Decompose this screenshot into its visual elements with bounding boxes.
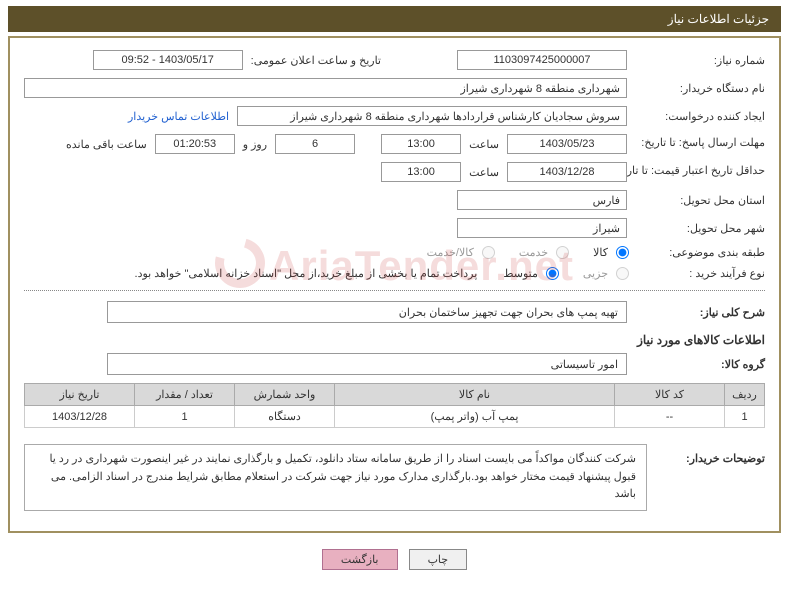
group-value: امور تاسیساتی — [107, 353, 627, 375]
validity-time: 13:00 — [381, 162, 461, 182]
radio-goods-label: کالا — [593, 246, 608, 259]
province-label: استان محل تحویل: — [635, 194, 765, 207]
payment-note: پرداخت تمام یا بخشی از مبلغ خرید،از محل … — [135, 267, 478, 280]
need-no-label: شماره نیاز: — [635, 54, 765, 67]
print-button[interactable]: چاپ — [409, 549, 468, 570]
th-unit: واحد شمارش — [235, 384, 335, 406]
remaining-label: ساعت باقی مانده — [66, 138, 147, 151]
radio-medium[interactable] — [546, 267, 559, 280]
table-header-row: ردیف کد کالا نام کالا واحد شمارش تعداد /… — [25, 384, 765, 406]
radio-service-label: خدمت — [519, 246, 548, 259]
th-row: ردیف — [725, 384, 765, 406]
cell-name: پمپ آب (واتر پمپ) — [335, 406, 615, 428]
creator-label: ایجاد کننده درخواست: — [635, 110, 765, 123]
button-row: چاپ بازگشت — [8, 541, 781, 574]
category-label: طبقه بندی موضوعی: — [635, 246, 765, 259]
buyer-contact-link[interactable]: اطلاعات تماس خریدار — [128, 110, 229, 123]
city-value: شیراز — [457, 218, 627, 238]
page-title: جزئیات اطلاعات نیاز — [668, 12, 769, 26]
announce-label: تاریخ و ساعت اعلان عمومی: — [251, 54, 381, 67]
summary-value: تهیه پمپ های بحران جهت تجهیز ساختمان بحر… — [107, 301, 627, 323]
details-panel: AriaTender.net شماره نیاز: 1103097425000… — [8, 36, 781, 533]
buyer-org-label: نام دستگاه خریدار: — [635, 82, 765, 95]
goods-table: ردیف کد کالا نام کالا واحد شمارش تعداد /… — [24, 383, 765, 428]
divider — [24, 290, 765, 291]
back-button[interactable]: بازگشت — [322, 549, 398, 570]
summary-label: شرح کلی نیاز: — [635, 306, 765, 319]
table-row: 1 -- پمپ آب (واتر پمپ) دستگاه 1 1403/12/… — [25, 406, 765, 428]
validity-time-label: ساعت — [469, 166, 499, 179]
radio-medium-label: متوسط — [503, 267, 538, 280]
deadline-label: مهلت ارسال پاسخ: تا تاریخ: — [635, 137, 765, 150]
cell-date: 1403/12/28 — [25, 406, 135, 428]
goods-section-title: اطلاعات کالاهای مورد نیاز — [24, 333, 765, 347]
th-qty: تعداد / مقدار — [135, 384, 235, 406]
cell-qty: 1 — [135, 406, 235, 428]
cell-code: -- — [615, 406, 725, 428]
deadline-time-label: ساعت — [469, 138, 499, 151]
deadline-date: 1403/05/23 — [507, 134, 627, 154]
cell-row: 1 — [725, 406, 765, 428]
cell-unit: دستگاه — [235, 406, 335, 428]
buyer-org-value: شهرداری منطقه 8 شهرداری شیراز — [24, 78, 627, 98]
radio-small[interactable] — [616, 267, 629, 280]
process-label: نوع فرآیند خرید : — [635, 267, 765, 280]
need-no-value: 1103097425000007 — [457, 50, 627, 70]
validity-label: حداقل تاریخ اعتبار قیمت: تا تاریخ: — [635, 165, 765, 178]
province-value: فارس — [457, 190, 627, 210]
days-sep: روز و — [243, 138, 267, 151]
countdown: 01:20:53 — [155, 134, 235, 154]
buyer-desc-box: شرکت کنندگان مواکداً می بایست اسناد را ا… — [24, 444, 647, 511]
th-date: تاریخ نیاز — [25, 384, 135, 406]
th-name: نام کالا — [335, 384, 615, 406]
radio-goods-service[interactable] — [482, 246, 495, 259]
announce-value: 1403/05/17 - 09:52 — [93, 50, 243, 70]
page-title-bar: جزئیات اطلاعات نیاز — [8, 6, 781, 32]
deadline-time: 13:00 — [381, 134, 461, 154]
radio-service[interactable] — [556, 246, 569, 259]
city-label: شهر محل تحویل: — [635, 222, 765, 235]
days-remaining: 6 — [275, 134, 355, 154]
validity-date: 1403/12/28 — [507, 162, 627, 182]
th-code: کد کالا — [615, 384, 725, 406]
radio-goods[interactable] — [616, 246, 629, 259]
radio-small-label: جزیی — [583, 267, 608, 280]
creator-value: سروش سجادیان کارشناس قراردادها شهرداری م… — [237, 106, 627, 126]
group-label: گروه کالا: — [635, 358, 765, 371]
buyer-desc-label: توضیحات خریدار: — [655, 438, 765, 465]
radio-goods-service-label: کالا/خدمت — [427, 246, 474, 259]
